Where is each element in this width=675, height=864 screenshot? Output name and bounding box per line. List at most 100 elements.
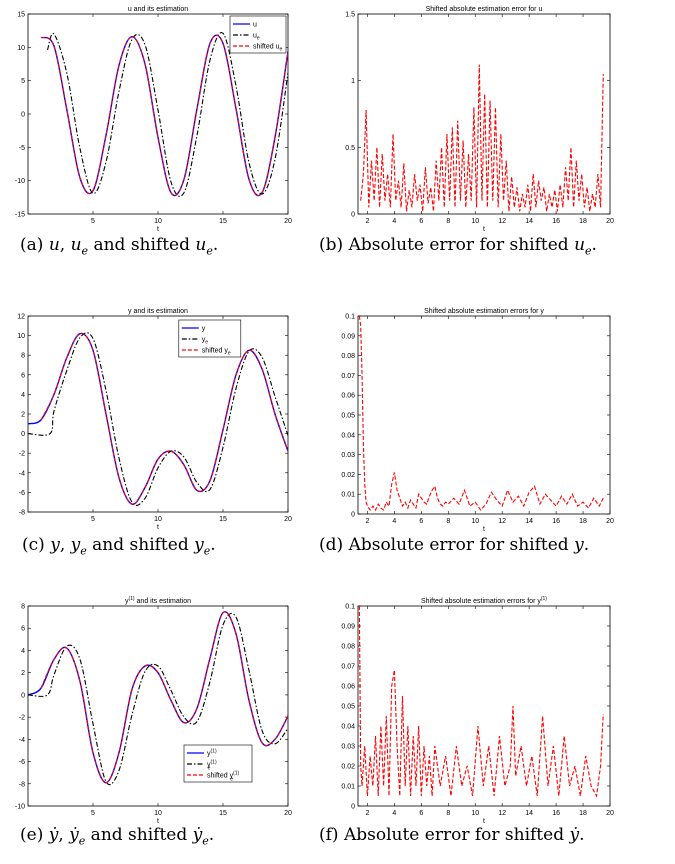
x-tick-label: 4 [392, 518, 396, 525]
y-tick-label: -5 [19, 145, 25, 152]
legend-label: ye [202, 337, 209, 346]
x-tick-label: 20 [284, 516, 292, 523]
x-tick-label: 16 [552, 518, 560, 525]
x-tick-label: 2 [365, 810, 369, 817]
caption-part: u [574, 235, 586, 255]
x-tick-label: 20 [284, 810, 292, 817]
chart-d: 2 4 6 8 10 12 14 16 18 20 0 0.01 0.02 0.03 0.04 0.05 0.0… [341, 308, 614, 533]
x-tick-label: 15 [219, 218, 227, 225]
x-tick-label: 8 [446, 218, 450, 225]
x-axis-label: t [157, 818, 159, 825]
caption-subscript: e [81, 244, 89, 258]
legend: y ye shifted ye [178, 319, 242, 358]
x-tick-label: 12 [498, 810, 506, 817]
caption-part: ẏ [192, 825, 203, 845]
x-tick-label: 6 [419, 810, 423, 817]
series-line-f-0 [358, 606, 604, 798]
y-tick-label: 0.01 [341, 492, 355, 499]
y-tick-label: -2 [19, 715, 25, 722]
x-tick-label: 8 [446, 518, 450, 525]
caption-label: (c) [22, 535, 51, 555]
x-tick-label: 5 [91, 218, 95, 225]
y-tick-label: 2 [21, 412, 25, 419]
x-tick-label: 5 [91, 516, 95, 523]
x-tick-label: 15 [219, 516, 227, 523]
x-tick-label: 20 [284, 218, 292, 225]
x-tick-label: 20 [606, 218, 614, 225]
y-tick-label: -10 [15, 804, 25, 811]
caption-label: (a) [20, 235, 49, 255]
caption-a: (a) u, ue and shifted ue. [20, 235, 218, 257]
y-tick-label: 0 [351, 512, 355, 519]
y-tick-label: 0 [351, 212, 355, 219]
y-tick-label: 0 [21, 692, 25, 699]
x-tick-label: 16 [552, 218, 560, 225]
x-tick-label: 15 [219, 810, 227, 817]
y-tick-label: 10 [17, 333, 25, 340]
y-tick-label: 12 [17, 314, 25, 321]
y-tick-label: 1 [351, 78, 355, 85]
caption-part: Absolute error for shifted [348, 535, 575, 555]
x-tick-label: 16 [552, 810, 560, 817]
x-axis-label: t [483, 226, 485, 233]
x-tick-label: 10 [154, 810, 162, 817]
caption-label: (d) [319, 535, 349, 555]
caption-part: ẏ [569, 825, 580, 845]
caption-part: and shifted [88, 235, 196, 255]
x-tick-label: 20 [606, 518, 614, 525]
chart-f: 2 4 6 8 10 12 14 16 18 20 0 0.01 0.02 0.03 0.04 0.05 0.0… [341, 596, 614, 825]
x-axis-label: t [157, 524, 159, 531]
caption-subscript: e [206, 244, 213, 258]
y-tick-label: 0.08 [341, 644, 355, 651]
x-tick-label: 18 [579, 218, 587, 225]
y-tick-label: 0.03 [341, 744, 355, 751]
caption-e: (e) ẏ, ẏe and shifted ẏe. [20, 825, 214, 847]
y-tick-label: 0.02 [341, 764, 355, 771]
x-tick-label: 10 [471, 218, 479, 225]
x-tick-label: 12 [498, 518, 506, 525]
caption-f: (f) Absolute error for shifted ẏ. [319, 825, 585, 845]
caption-part: ẏ [48, 825, 59, 845]
y-tick-label: 6 [21, 626, 25, 633]
x-tick-label: 14 [525, 218, 533, 225]
y-tick-label: 0.09 [341, 624, 355, 631]
chart-b: 2 4 6 8 10 12 14 16 18 20 0 0.5 1 1.5 t Shifted absolut… [345, 6, 614, 233]
caption-b: (b) Absolute error for shifted ue. [319, 235, 597, 257]
caption-part: y [70, 535, 81, 555]
x-tick-label: 14 [525, 810, 533, 817]
y-tick-label: -6 [19, 490, 25, 497]
legend-label: ue [253, 33, 260, 42]
x-tick-label: 10 [154, 516, 162, 523]
x-tick-label: 6 [419, 218, 423, 225]
legend: u ue shifted ue [229, 15, 287, 54]
caption-label: (f) [319, 825, 344, 845]
y-tick-label: 0.1 [345, 314, 355, 321]
y-tick-label: 6 [21, 372, 25, 379]
caption-part: , [58, 825, 70, 845]
caption-part: u [48, 235, 60, 255]
y-tick-label: 0.5 [345, 145, 355, 152]
caption-part: , [59, 235, 71, 255]
x-axis-label: t [483, 818, 485, 825]
caption-part: y [574, 535, 584, 555]
series-line-e-1 [28, 612, 288, 786]
x-tick-label: 12 [498, 218, 506, 225]
y-tick-label: 0.04 [341, 432, 355, 439]
y-tick-label: 0.04 [341, 724, 355, 731]
chart-title: Shifted absolute estimation error for u [426, 6, 543, 13]
y-tick-label: 15 [17, 12, 25, 19]
x-axis-label: t [483, 526, 485, 533]
y-tick-label: -6 [19, 759, 25, 766]
chart-title: Shifted absolute estimation errors for y [424, 308, 544, 315]
caption-subscript: e [202, 834, 209, 848]
x-tick-label: 4 [392, 810, 396, 817]
caption-part: , [59, 535, 71, 555]
chart-e: 5 10 15 20 -10 -8 -6 -4 -2 0 2 4 6 8 t y(1) and its est… [15, 596, 292, 825]
x-tick-label: 14 [525, 518, 533, 525]
y-tick-label: 0.06 [341, 684, 355, 691]
series-line-b-0 [360, 64, 604, 212]
caption-part: and shifted [85, 825, 193, 845]
y-tick-label: -8 [19, 510, 25, 517]
chart-title: y(1) and its estimation [125, 596, 191, 605]
